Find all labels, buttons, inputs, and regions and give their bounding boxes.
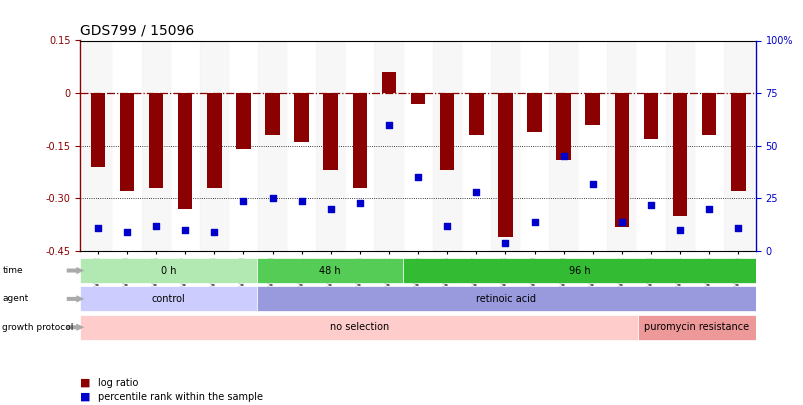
Text: agent: agent bbox=[2, 294, 29, 303]
Bar bbox=[149, 93, 163, 188]
Bar bbox=[665, 40, 694, 251]
Bar bbox=[468, 93, 483, 135]
Bar bbox=[613, 93, 628, 226]
Text: log ratio: log ratio bbox=[98, 378, 138, 388]
Bar bbox=[585, 93, 599, 125]
Bar bbox=[636, 40, 665, 251]
Text: GDS799 / 15096: GDS799 / 15096 bbox=[80, 24, 194, 38]
Point bbox=[469, 189, 482, 195]
Point bbox=[295, 197, 308, 204]
Bar bbox=[258, 40, 287, 251]
Bar bbox=[294, 93, 308, 142]
Point bbox=[528, 218, 540, 225]
Point bbox=[237, 197, 250, 204]
Point bbox=[120, 229, 133, 235]
Bar bbox=[112, 40, 141, 251]
Bar bbox=[548, 40, 577, 251]
Text: 96 h: 96 h bbox=[568, 266, 589, 275]
Bar bbox=[527, 93, 541, 132]
Point bbox=[614, 218, 627, 225]
Point bbox=[149, 223, 162, 229]
Bar bbox=[432, 40, 461, 251]
Bar bbox=[84, 40, 112, 251]
Point bbox=[556, 153, 569, 160]
Text: ■: ■ bbox=[80, 378, 91, 388]
Text: percentile rank within the sample: percentile rank within the sample bbox=[98, 392, 263, 402]
Bar bbox=[256, 286, 755, 311]
Point bbox=[499, 239, 512, 246]
Point bbox=[382, 122, 395, 128]
Point bbox=[644, 202, 657, 208]
Bar bbox=[80, 258, 256, 283]
Bar bbox=[577, 40, 606, 251]
Bar bbox=[694, 40, 723, 251]
Point bbox=[585, 181, 598, 187]
Bar bbox=[374, 40, 403, 251]
Bar bbox=[461, 40, 491, 251]
Bar bbox=[520, 40, 548, 251]
Text: growth protocol: growth protocol bbox=[2, 323, 74, 332]
Bar bbox=[730, 93, 744, 192]
Point bbox=[702, 206, 715, 212]
Text: control: control bbox=[152, 294, 185, 304]
Text: no selection: no selection bbox=[329, 322, 389, 332]
Bar bbox=[344, 40, 374, 251]
Bar bbox=[177, 93, 192, 209]
Bar bbox=[229, 40, 258, 251]
Bar bbox=[265, 93, 279, 135]
Bar bbox=[672, 93, 687, 216]
Bar bbox=[498, 93, 512, 237]
Bar bbox=[287, 40, 316, 251]
Bar bbox=[556, 93, 570, 160]
Bar bbox=[403, 40, 432, 251]
Text: 48 h: 48 h bbox=[319, 266, 340, 275]
Bar bbox=[606, 40, 636, 251]
Text: ■: ■ bbox=[80, 392, 91, 402]
Bar bbox=[91, 93, 105, 167]
Bar bbox=[410, 93, 425, 104]
Point bbox=[208, 229, 221, 235]
Point bbox=[178, 227, 191, 233]
Point bbox=[92, 225, 104, 231]
Bar bbox=[316, 40, 344, 251]
Text: time: time bbox=[2, 266, 23, 275]
Bar bbox=[80, 315, 638, 340]
Point bbox=[324, 206, 336, 212]
Bar bbox=[381, 72, 396, 93]
Bar bbox=[199, 40, 229, 251]
Bar bbox=[723, 40, 752, 251]
Bar bbox=[439, 93, 454, 171]
Bar bbox=[236, 93, 251, 149]
Text: 0 h: 0 h bbox=[161, 266, 176, 275]
Text: retinoic acid: retinoic acid bbox=[475, 294, 536, 304]
Bar bbox=[170, 40, 199, 251]
Bar bbox=[643, 93, 658, 139]
Bar bbox=[207, 93, 222, 188]
Point bbox=[353, 199, 366, 206]
Point bbox=[266, 195, 279, 202]
Point bbox=[440, 223, 453, 229]
Bar bbox=[256, 258, 403, 283]
Bar bbox=[141, 40, 170, 251]
Point bbox=[411, 174, 424, 181]
Point bbox=[673, 227, 686, 233]
Bar bbox=[638, 315, 755, 340]
Point bbox=[731, 225, 744, 231]
Bar bbox=[120, 93, 134, 192]
Bar bbox=[80, 286, 256, 311]
Bar bbox=[403, 258, 755, 283]
Bar bbox=[353, 93, 367, 188]
Bar bbox=[491, 40, 520, 251]
Text: puromycin resistance: puromycin resistance bbox=[644, 322, 748, 332]
Bar bbox=[701, 93, 715, 135]
Bar bbox=[323, 93, 337, 171]
